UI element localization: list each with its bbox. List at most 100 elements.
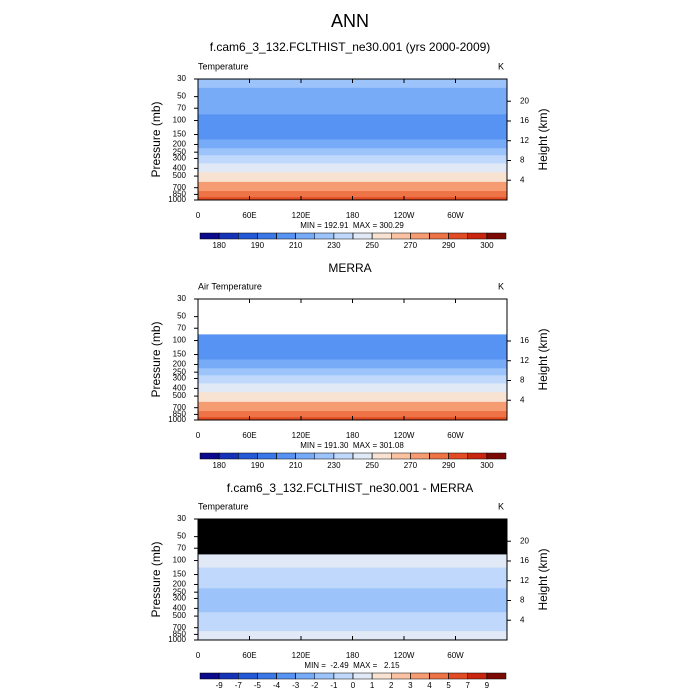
y-tick-label: 100: [173, 116, 187, 125]
contour-band: [198, 567, 507, 580]
x-tick-label: 0: [196, 431, 201, 440]
y2-tick-label: 12: [520, 356, 529, 365]
contour-band: [198, 163, 507, 173]
colorbar-tick-label: -5: [254, 681, 262, 690]
colorbar-tick-label: 300: [480, 241, 494, 250]
colorbar-box: [199, 672, 220, 680]
contour-band: [198, 148, 507, 156]
x-tick-label: 120W: [394, 651, 415, 660]
contour-band: [198, 383, 507, 393]
contour-band: [198, 588, 507, 596]
y-tick-label: 100: [173, 556, 187, 565]
colorbar-box: [238, 672, 258, 680]
contour-band: [198, 114, 507, 129]
x-tick-label: 60W: [447, 211, 464, 220]
y-tick-label: 250: [173, 147, 187, 156]
y-tick-label: 1000: [168, 195, 186, 204]
colorbar-box: [257, 672, 277, 680]
y-tick-label: 50: [177, 312, 186, 321]
contour-band: [198, 127, 507, 140]
x-tick-label: 120E: [292, 211, 311, 220]
x-tick-label: 0: [196, 211, 201, 220]
y-tick-label: 200: [173, 580, 187, 589]
field-label: Air Temperature: [198, 281, 262, 291]
contour-band: [198, 595, 507, 604]
colorbar-tick-label: 190: [251, 241, 265, 250]
colorbar-tick-label: 180: [212, 241, 226, 250]
field-label: Temperature: [198, 501, 249, 511]
colorbar-box: [218, 672, 239, 680]
colorbar-box: [467, 672, 488, 680]
colorbar-box: [276, 232, 296, 240]
x-tick-label: 60W: [447, 431, 464, 440]
y-axis-label: Pressure (mb): [149, 101, 163, 177]
contour-band: [198, 554, 507, 569]
colorbar-tick-label: -4: [273, 681, 281, 690]
colorbar-box: [448, 672, 468, 680]
y2-tick-label: 12: [520, 136, 529, 145]
y-tick-label: 850: [173, 190, 187, 199]
contour-band: [198, 79, 507, 89]
contour-band: [198, 172, 507, 183]
y-tick-label: 1000: [168, 415, 186, 424]
stats-label: MIN = 192.91 MAX = 300.29: [300, 221, 404, 230]
colorbar-tick-label: 290: [442, 461, 456, 470]
colorbar-box: [199, 232, 220, 240]
y-axis-label: Pressure (mb): [149, 541, 163, 617]
colorbar-tick-label: 270: [404, 241, 418, 250]
colorbar-box: [410, 452, 430, 460]
units-label: K: [498, 61, 504, 71]
y2-tick-label: 8: [520, 596, 525, 605]
y2-tick-label: 4: [520, 615, 525, 624]
y-tick-label: 300: [173, 594, 187, 603]
colorbar-tick-label: 300: [480, 461, 494, 470]
contour-band: [198, 191, 507, 198]
colorbar-tick-label: 290: [442, 241, 456, 250]
colorbar-tick-label: 250: [365, 241, 379, 250]
colorbar-box: [429, 672, 449, 680]
y-tick-label: 1000: [168, 635, 186, 644]
colorbar-box: [486, 672, 507, 680]
y2-tick-label: 8: [520, 376, 525, 385]
y-tick-label: 400: [173, 383, 187, 392]
y2-tick-label: 4: [520, 395, 525, 404]
contour-band: [198, 299, 507, 309]
contour-band: [198, 411, 507, 418]
colorbar-box: [371, 672, 392, 680]
y2-tick-label: 16: [520, 336, 529, 345]
contour-band: [198, 139, 507, 149]
contour-band: [198, 519, 507, 529]
colorbar-box: [371, 452, 392, 460]
contour-band: [198, 621, 507, 632]
y2-tick-label: 16: [520, 556, 529, 565]
colorbar-box: [391, 452, 411, 460]
contour-band: [198, 334, 507, 349]
x-tick-label: 120E: [292, 431, 311, 440]
x-tick-label: 0: [196, 651, 201, 660]
y-tick-label: 400: [173, 603, 187, 612]
contour-band: [198, 612, 507, 623]
field-label: Temperature: [198, 61, 249, 71]
units-label: K: [498, 501, 504, 511]
contour-band: [198, 542, 507, 555]
colorbar-tick-label: 250: [365, 461, 379, 470]
y-tick-label: 30: [177, 74, 186, 83]
x-tick-label: 60E: [242, 651, 256, 660]
panel-title: MERRA: [328, 261, 371, 275]
panel-title: f.cam6_3_132.FCLTHIST_ne30.001 - MERRA: [227, 481, 474, 495]
colorbar-tick-label: -2: [311, 681, 319, 690]
colorbar-tick-label: -7: [235, 681, 243, 690]
y-tick-label: 70: [177, 543, 186, 552]
page-title: ANN: [331, 11, 369, 31]
colorbar-box: [371, 232, 392, 240]
x-tick-label: 180: [346, 651, 360, 660]
contour-band: [198, 359, 507, 369]
colorbar-box: [448, 232, 468, 240]
colorbar-box: [352, 452, 373, 460]
colorbar-box: [276, 672, 296, 680]
x-tick-label: 120E: [292, 651, 311, 660]
y-tick-label: 50: [177, 532, 186, 541]
colorbar-box: [391, 672, 411, 680]
colorbar-box: [257, 232, 277, 240]
